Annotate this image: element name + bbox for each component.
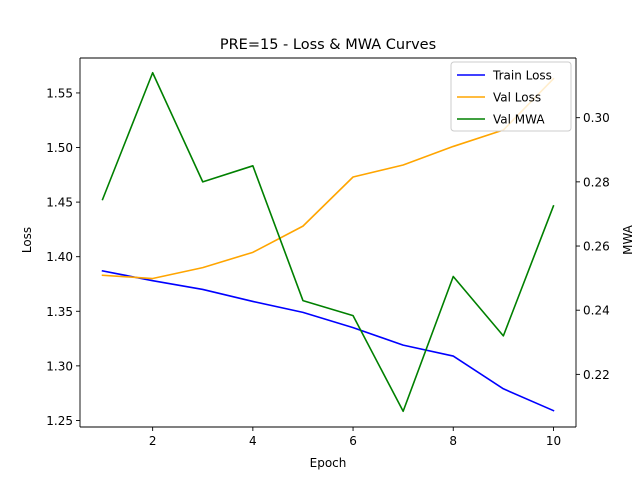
x-tick-label: 2 xyxy=(149,434,157,448)
y-tick-label: 1.30 xyxy=(46,359,73,373)
y2-tick-label: 0.22 xyxy=(583,368,610,382)
legend-label: Val MWA xyxy=(493,113,545,127)
series-line-val-mwa xyxy=(101,71,555,413)
y2-tick-label: 0.24 xyxy=(583,304,610,318)
legend-label: Val Loss xyxy=(493,91,541,105)
y-tick-label: 1.35 xyxy=(46,305,73,319)
x-tick-label: 4 xyxy=(249,434,257,448)
y2-tick-label: 0.28 xyxy=(583,175,610,189)
x-axis-label: Epoch xyxy=(310,456,347,470)
legend-box xyxy=(450,61,572,132)
x-tick-label: 8 xyxy=(449,434,457,448)
series-line-train-loss xyxy=(101,269,555,412)
chart-marks: 2 4 6 8 10 1.25 1.30 1.35 1.40 1.45 1.50 1.55 0.22 0.… xyxy=(46,57,610,448)
chart-title: PRE=15 - Loss & MWA Curves xyxy=(220,37,436,53)
series-line-val-loss xyxy=(101,77,555,280)
x-tick-label: 6 xyxy=(349,434,357,448)
y-tick-label: 1.50 xyxy=(46,141,73,155)
y2-tick-label: 0.30 xyxy=(583,111,610,125)
y-tick-label: 1.40 xyxy=(46,250,73,264)
y-tick-label: 1.55 xyxy=(46,86,73,100)
y-axis-label: Loss xyxy=(20,227,34,253)
y2-tick-label: 0.26 xyxy=(583,240,610,254)
x-tick-label: 10 xyxy=(546,434,561,448)
y2-axis-label: MWA xyxy=(621,224,635,255)
legend-label: Train Loss xyxy=(492,69,552,83)
y-tick-label: 1.45 xyxy=(46,196,73,210)
y-tick-label: 1.25 xyxy=(46,414,73,428)
